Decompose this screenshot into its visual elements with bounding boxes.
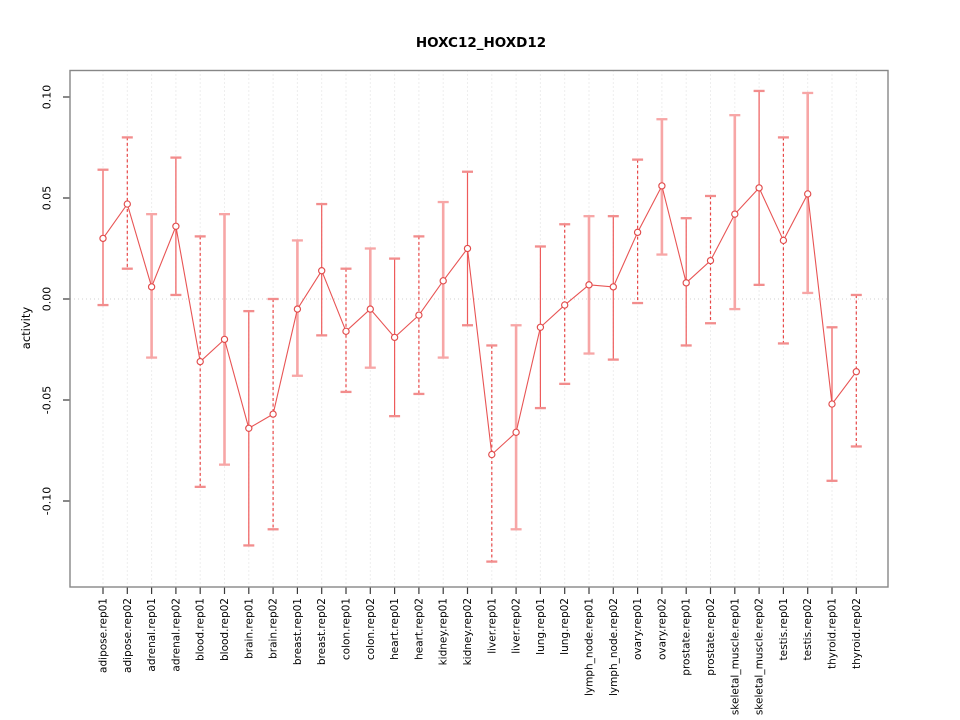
x-tick-label: lung.rep02 [559, 598, 571, 655]
data-point [804, 190, 812, 198]
data-points [99, 182, 860, 459]
x-tick-label: testis.rep01 [778, 598, 790, 660]
data-point [609, 283, 617, 291]
y-tick-label: -0.05 [41, 386, 54, 414]
x-tick-label: heart.rep02 [413, 598, 425, 660]
plot-border [69, 69, 889, 588]
data-point [220, 335, 229, 344]
x-tick-label: lymph_node.rep02 [608, 598, 620, 696]
data-point [828, 400, 836, 408]
data-point [439, 277, 447, 285]
y-tick-label: -0.10 [41, 487, 54, 515]
data-point [172, 222, 180, 230]
x-tick-label: liver.rep01 [486, 598, 498, 654]
data-point [147, 283, 156, 291]
data-point [731, 210, 739, 218]
data-point [852, 368, 860, 376]
data-point [463, 244, 472, 253]
x-tick-label: colon.rep01 [341, 598, 353, 660]
gridlines [70, 70, 888, 587]
y-tick-label: 0.00 [41, 287, 54, 312]
y-tick-label: 0.10 [41, 85, 54, 110]
y-axis-label: activity [19, 307, 33, 350]
x-tick-label: adrenal.rep01 [146, 598, 158, 672]
x-tick-label: brain.rep02 [268, 598, 280, 659]
data-point [682, 279, 690, 287]
x-tick-label: ovary.rep02 [656, 598, 668, 660]
x-tick-label: brain.rep01 [243, 598, 255, 659]
data-point [366, 305, 374, 313]
data-point [779, 236, 788, 245]
x-tick-label: adipose.rep01 [98, 598, 110, 673]
data-point [269, 410, 277, 418]
x-tick-label: prostate.rep01 [681, 598, 693, 676]
x-tick-label: skeletal_muscle.rep01 [729, 598, 741, 715]
axes: 0.10 0.05 0.00 -0.05 -0.10 adipose.rep01 adipo… [41, 85, 863, 715]
chart-title: HOXC12_HOXD12 [416, 35, 546, 51]
x-tick-label: skeletal_muscle.rep02 [754, 598, 766, 715]
data-point [99, 234, 107, 243]
x-tick-label: testis.rep02 [802, 598, 814, 660]
x-tick-label: ovary.rep01 [632, 598, 644, 660]
data-point [633, 228, 642, 237]
x-tick-label: lymph_node.rep01 [584, 598, 596, 696]
data-point [488, 450, 496, 459]
x-tick-label: thyroid.rep02 [851, 598, 863, 669]
x-tick-label: breast.rep02 [316, 598, 328, 665]
data-point [318, 267, 326, 275]
x-tick-label: liver.rep02 [511, 598, 523, 654]
data-point [123, 200, 131, 208]
x-tick-label: blood.rep01 [195, 598, 207, 661]
connecting-line [102, 184, 857, 456]
data-point [585, 281, 593, 289]
x-tick-label: adrenal.rep02 [170, 598, 182, 672]
data-point [196, 357, 204, 366]
x-tick-label: thyroid.rep01 [827, 598, 839, 669]
data-point [390, 333, 399, 342]
x-tick-label: prostate.rep02 [705, 598, 717, 676]
data-point [706, 256, 715, 265]
x-tick-label: adipose.rep02 [122, 598, 134, 673]
data-point [342, 327, 350, 335]
x-tick-label: blood.rep02 [219, 598, 231, 661]
data-point [755, 184, 763, 192]
x-tick-label: kidney.rep01 [438, 598, 450, 665]
data-point [658, 182, 666, 190]
y-tick-label: 0.05 [41, 186, 54, 211]
x-tick-label: lung.rep01 [535, 598, 547, 655]
data-point [245, 424, 253, 432]
x-tick-label: kidney.rep02 [462, 598, 474, 665]
plot-box [69, 69, 889, 588]
x-tick-label: heart.rep01 [389, 598, 401, 660]
data-point [536, 323, 545, 331]
data-point [512, 428, 520, 436]
data-point [293, 305, 302, 313]
x-tick-label: colon.rep02 [365, 598, 377, 660]
data-point [415, 311, 423, 319]
error-bars [97, 89, 862, 563]
x-tick-label: breast.rep01 [292, 598, 304, 665]
series-line [102, 184, 857, 456]
data-point [561, 301, 569, 309]
